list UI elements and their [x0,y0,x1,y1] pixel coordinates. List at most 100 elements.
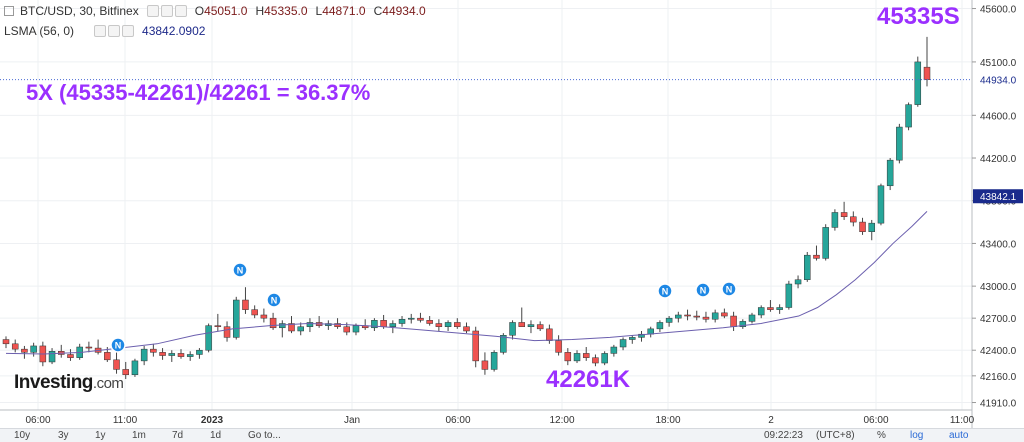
candle-body [269,317,277,329]
candle-body [389,323,397,327]
candle-body [472,330,479,362]
legend-row-indicator: LSMA (56, 0) 43842.0902 [4,24,205,38]
percent-toggle[interactable]: % [877,430,886,441]
candle-body [776,307,783,310]
candle-body [334,323,341,327]
candle-body [490,352,498,370]
candle-body [739,321,747,327]
candle-body [407,317,415,320]
y-tick-label: 42160.0 [980,372,1017,383]
ohlc-open: O45051.0 [194,4,248,18]
candle-body [675,314,682,319]
candle-body [67,354,74,358]
ohlc-close: C44934.0 [373,4,426,18]
goto-button[interactable]: Go to... [248,430,281,441]
indicator-close-icon[interactable] [122,25,135,37]
x-tick-label: 2 [768,415,774,426]
legend-row-main: BTC/USD, 30, Bitfinex O45051.0 H45335.0 … [4,4,430,18]
settings-icon[interactable] [146,5,159,17]
candle-body [233,299,240,338]
candle-body [877,185,885,224]
candle-body [592,357,599,364]
candle-body [177,353,185,357]
indicator-hide-icon[interactable] [108,25,121,37]
candle-body [11,343,19,350]
collapse-icon[interactable] [4,6,14,16]
candle-body [417,317,424,321]
y-tick-label: 43400.0 [980,239,1017,250]
candle-body [905,104,912,128]
annotation-high: 45335S [877,3,960,30]
news-badge-label: N [271,296,278,306]
candle-body [260,314,268,319]
candle-body [702,316,710,320]
x-tick-label: 06:00 [863,415,888,426]
candle-body [711,312,719,320]
timezone[interactable]: (UTC+8) [816,430,855,441]
close-price-tag [973,72,1023,87]
candle-body [619,339,627,348]
news-badge-icon [232,262,248,278]
x-tick-label: 2023 [201,415,224,426]
hide-icon[interactable] [160,5,173,17]
candle-body [159,352,166,356]
range-7d[interactable]: 7d [172,430,184,441]
candle-body [30,345,37,353]
candle-body [721,312,728,317]
candle-body [573,353,581,362]
candle-body [444,322,452,327]
candle-body [435,323,443,327]
candle-body [610,346,618,354]
candle-body [104,352,111,361]
close-price-label: 44934.0 [980,76,1017,87]
range-1y[interactable]: 1y [95,430,106,441]
auto-toggle[interactable]: auto [949,430,969,441]
candle-body [205,325,212,351]
log-toggle[interactable]: log [910,430,924,441]
candle-body [140,348,148,362]
candle-body [509,322,516,336]
news-badge-label: N [726,285,733,295]
range-10y[interactable]: 10y [14,430,31,441]
candle-body [896,126,903,161]
candle-body [730,315,737,327]
candle-body [343,326,351,333]
candle-body [306,322,314,327]
legend-buttons [146,5,187,17]
candle-body [371,320,378,329]
clock-time: 09:22:23 [764,430,803,441]
candle-body [85,346,93,349]
candle-body [629,337,636,340]
candle-body [131,360,139,376]
news-badge-icon [266,292,282,308]
lsma-price-tag [973,189,1023,204]
candle-body [923,66,931,80]
y-tick-label: 43000.0 [980,282,1017,293]
annotation-formula: 5X (45335-42261)/42261 = 36.37% [26,80,371,105]
lsma-line [5,211,928,355]
candle-body [186,354,194,357]
news-badge-label: N [115,341,122,351]
candle-body [804,254,811,280]
bottom-toolbar: 10y 3y 1y 1m 7d 1d Go to... 09:22:23 (UT… [0,428,1024,442]
candle-body [767,307,774,310]
candle-body [840,212,848,217]
indicator-value: 43842.0902 [142,24,206,38]
candle-body [288,323,295,332]
range-1m[interactable]: 1m [132,430,146,441]
close-icon[interactable] [174,5,187,17]
candle-body [656,322,664,330]
x-tick-label: 12:00 [549,415,574,426]
news-badge-icon [110,337,126,353]
news-badge-icon [695,282,711,298]
candle-body [398,318,406,324]
range-1d[interactable]: 1d [210,430,222,441]
range-3y[interactable]: 3y [58,430,69,441]
indicator-settings-icon[interactable] [94,25,107,37]
x-tick-label: 11:00 [950,415,975,426]
y-tick-label: 45600.0 [980,5,1017,16]
candle-body [914,61,922,105]
candle-body [122,369,129,376]
candle-body [21,348,28,353]
